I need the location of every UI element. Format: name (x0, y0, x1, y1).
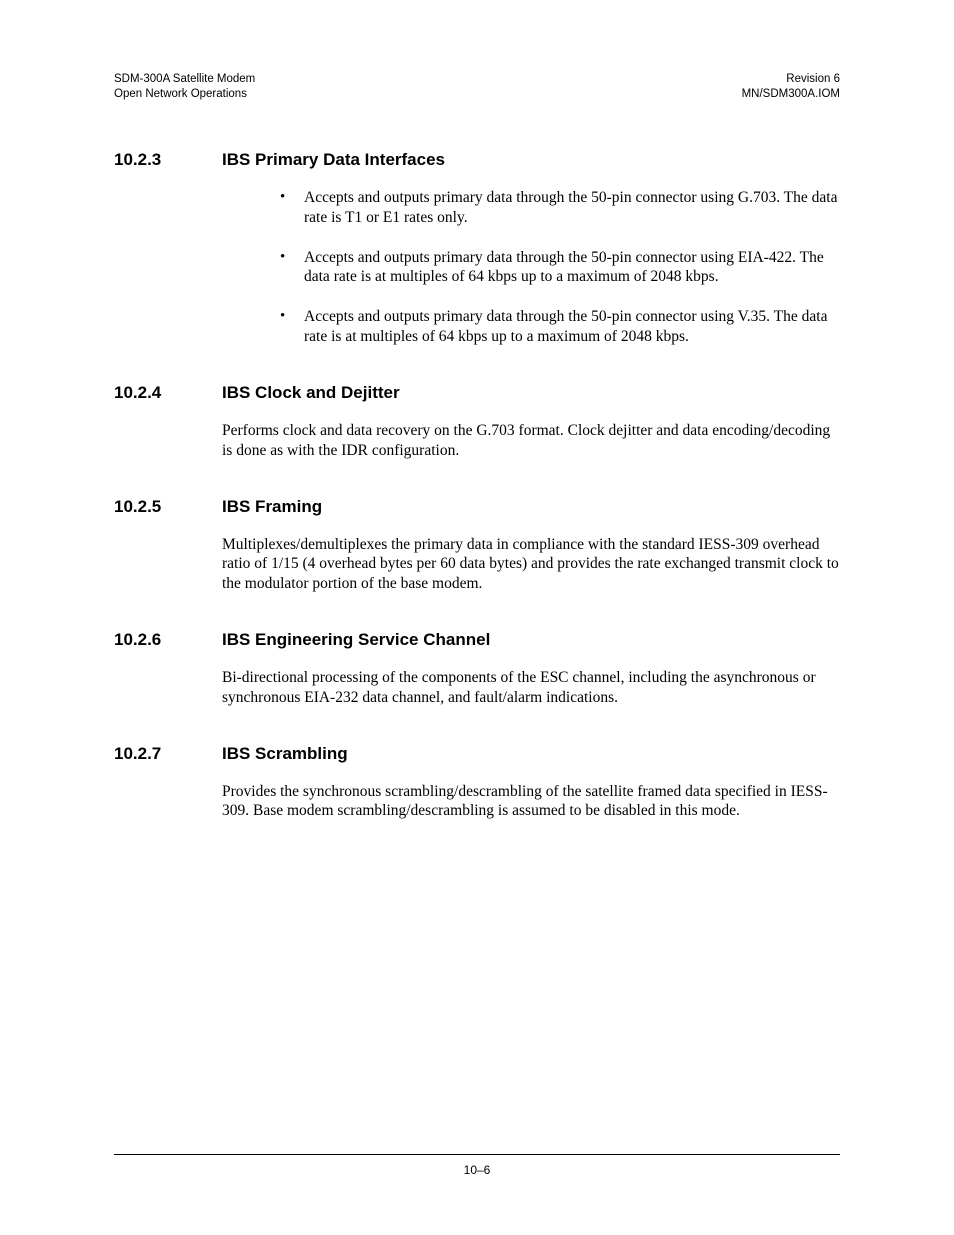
section-10-2-3: 10.2.3 IBS Primary Data Interfaces Accep… (114, 150, 840, 347)
section-10-2-6: 10.2.6 IBS Engineering Service Channel B… (114, 630, 840, 708)
section-heading: 10.2.7 IBS Scrambling (114, 744, 840, 764)
bullet-item: Accepts and outputs primary data through… (280, 188, 840, 228)
section-body: Performs clock and data recovery on the … (222, 421, 840, 461)
paragraph: Provides the synchronous scrambling/desc… (222, 782, 840, 822)
section-body: Bi-directional processing of the compone… (222, 668, 840, 708)
running-header: SDM-300A Satellite Modem Open Network Op… (114, 72, 840, 102)
paragraph: Bi-directional processing of the compone… (222, 668, 840, 708)
section-heading: 10.2.6 IBS Engineering Service Channel (114, 630, 840, 650)
bullet-item: Accepts and outputs primary data through… (280, 248, 840, 288)
bullet-item: Accepts and outputs primary data through… (280, 307, 840, 347)
paragraph: Multiplexes/demultiplexes the primary da… (222, 535, 840, 594)
document-page: SDM-300A Satellite Modem Open Network Op… (0, 0, 954, 1235)
section-body: Multiplexes/demultiplexes the primary da… (222, 535, 840, 594)
section-number: 10.2.5 (114, 497, 222, 517)
section-title: IBS Primary Data Interfaces (222, 150, 445, 170)
header-right-line2: MN/SDM300A.IOM (742, 87, 840, 102)
section-body: Accepts and outputs primary data through… (222, 188, 840, 347)
bullet-list: Accepts and outputs primary data through… (222, 188, 840, 347)
section-number: 10.2.3 (114, 150, 222, 170)
header-right-line1: Revision 6 (742, 72, 840, 87)
section-heading: 10.2.5 IBS Framing (114, 497, 840, 517)
page-number: 10–6 (0, 1163, 954, 1177)
section-number: 10.2.4 (114, 383, 222, 403)
section-number: 10.2.6 (114, 630, 222, 650)
section-10-2-4: 10.2.4 IBS Clock and Dejitter Performs c… (114, 383, 840, 461)
header-right: Revision 6 MN/SDM300A.IOM (742, 72, 840, 102)
section-body: Provides the synchronous scrambling/desc… (222, 782, 840, 822)
section-title: IBS Engineering Service Channel (222, 630, 490, 650)
header-left-line1: SDM-300A Satellite Modem (114, 72, 255, 87)
section-title: IBS Clock and Dejitter (222, 383, 400, 403)
section-number: 10.2.7 (114, 744, 222, 764)
header-left: SDM-300A Satellite Modem Open Network Op… (114, 72, 255, 102)
header-left-line2: Open Network Operations (114, 87, 255, 102)
section-10-2-5: 10.2.5 IBS Framing Multiplexes/demultipl… (114, 497, 840, 594)
section-heading: 10.2.4 IBS Clock and Dejitter (114, 383, 840, 403)
section-10-2-7: 10.2.7 IBS Scrambling Provides the synch… (114, 744, 840, 822)
footer-rule (114, 1154, 840, 1155)
section-title: IBS Framing (222, 497, 322, 517)
paragraph: Performs clock and data recovery on the … (222, 421, 840, 461)
section-heading: 10.2.3 IBS Primary Data Interfaces (114, 150, 840, 170)
section-title: IBS Scrambling (222, 744, 348, 764)
